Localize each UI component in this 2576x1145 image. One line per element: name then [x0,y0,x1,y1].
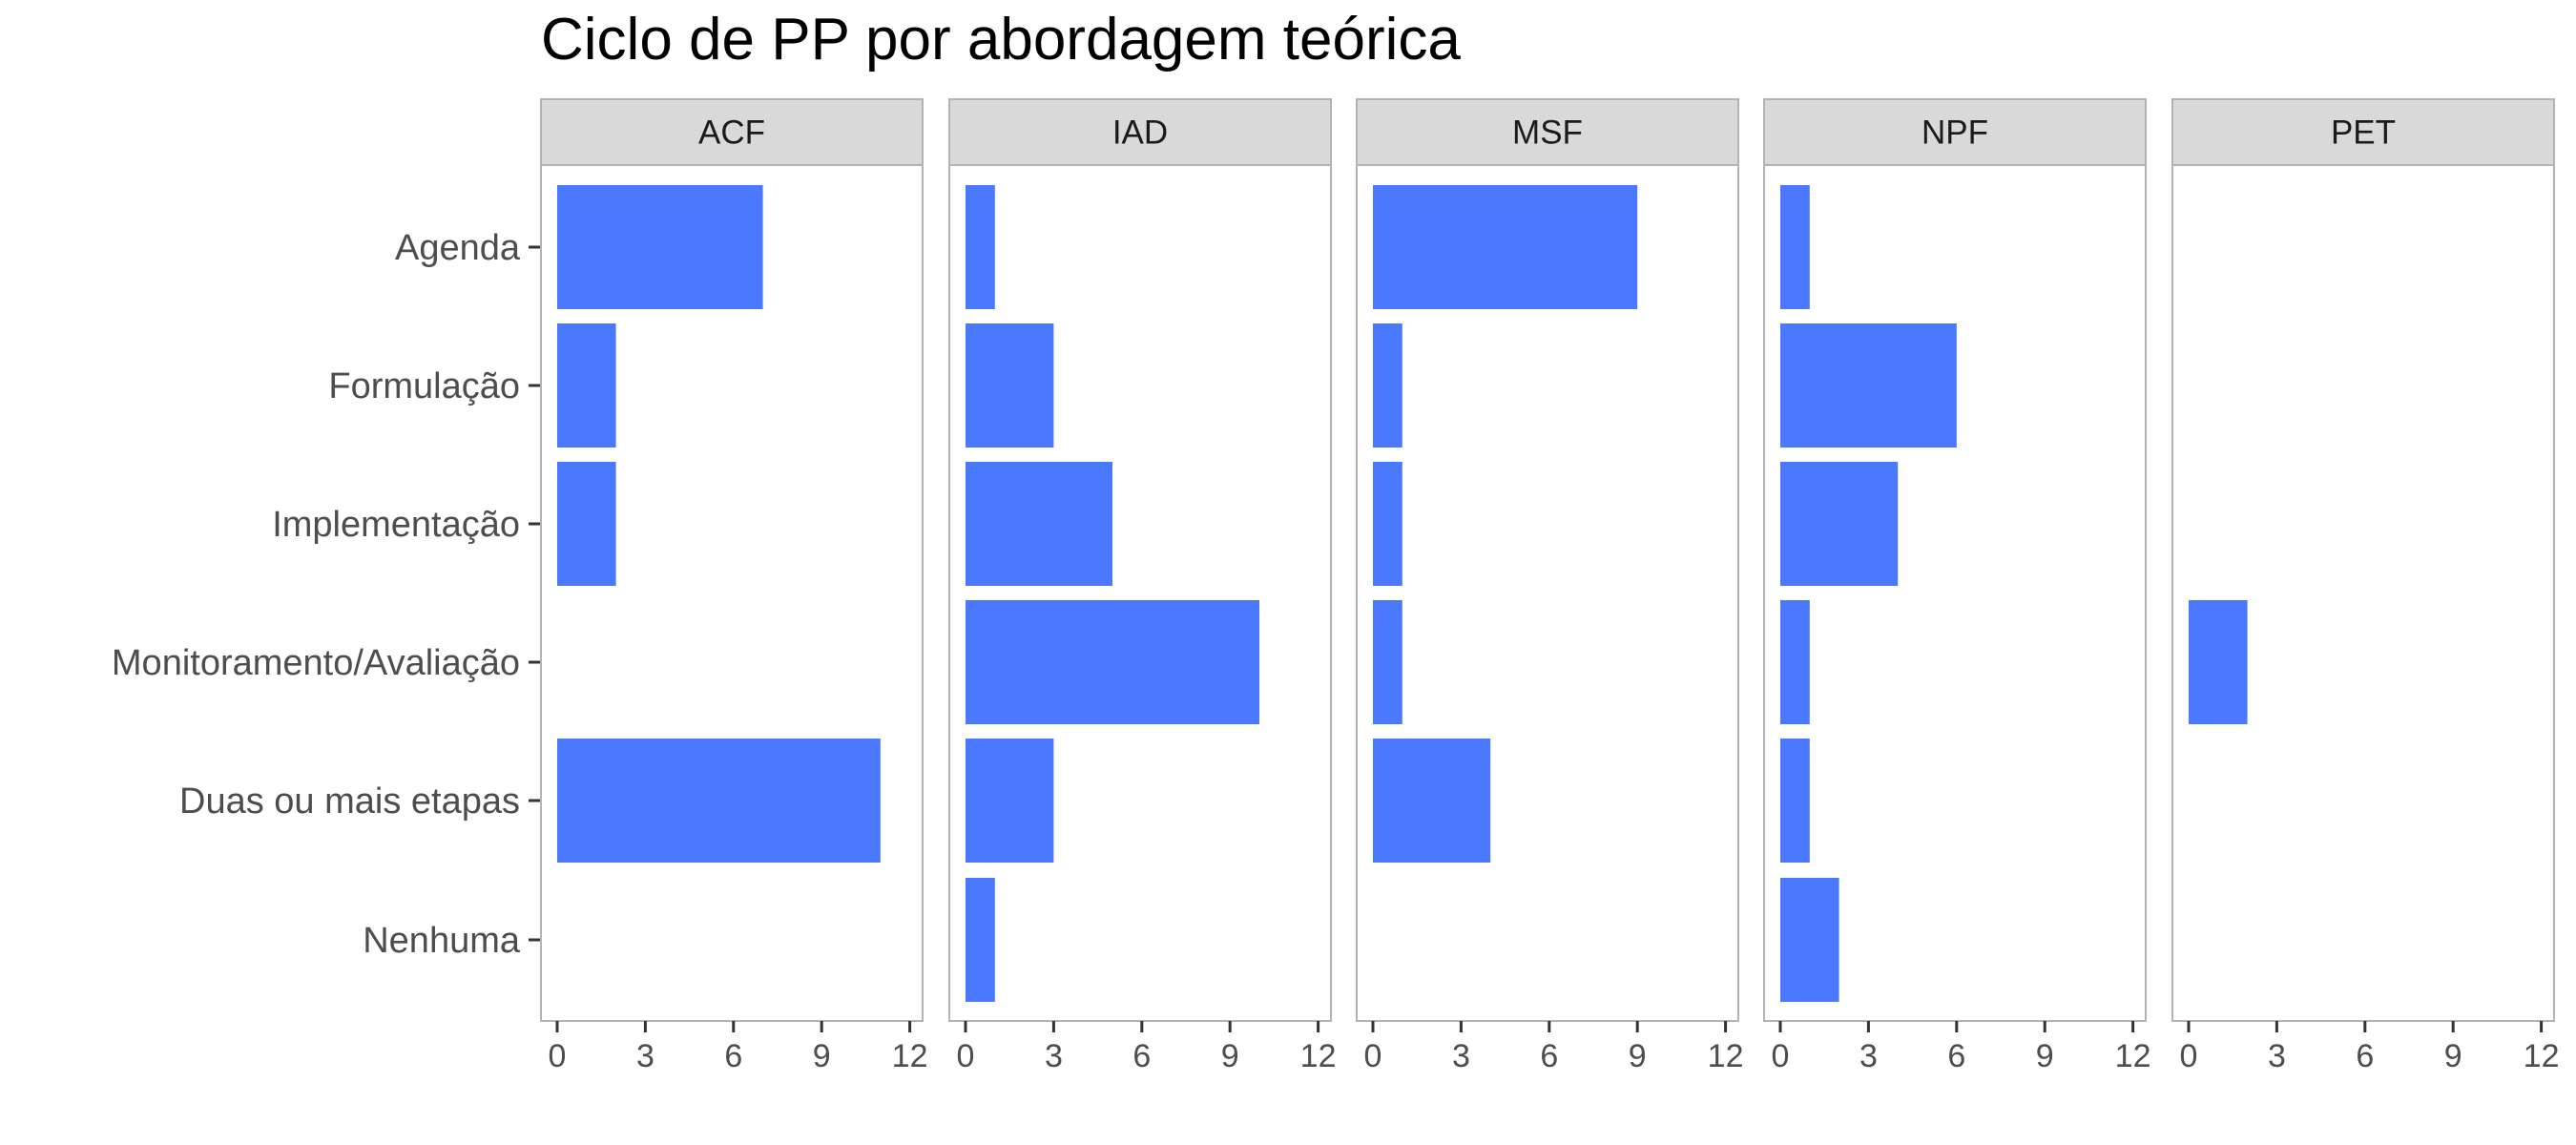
bar [557,739,881,863]
x-tick-label: 6 [2356,1038,2374,1074]
x-tick-label: 3 [1859,1038,1878,1074]
bar [1373,739,1491,863]
x-tick-label: 3 [1045,1038,1063,1074]
category-label: Duas ou mais etapas [179,781,520,822]
bar [1780,462,1899,586]
x-tick-label: 6 [724,1038,742,1074]
bar [966,739,1054,863]
bar [2189,600,2248,724]
bar [966,185,995,309]
facet-strip [948,98,1332,166]
x-tick-label: 3 [636,1038,654,1074]
bar [1780,739,1810,863]
bar [1780,185,1810,309]
bar [557,462,616,586]
x-tick-label: 3 [1452,1038,1470,1074]
x-tick-label: 12 [892,1038,928,1074]
x-tick-label: 0 [957,1038,975,1074]
facet-strip-label: PET [2331,114,2396,152]
facet-strip [2171,98,2555,166]
facet-strip-label: MSF [1512,114,1583,152]
facet-strip [540,98,924,166]
bar [1373,323,1402,448]
x-tick-label: 9 [2036,1038,2054,1074]
category-label: Formulação [328,366,520,406]
bar [1373,462,1402,586]
x-tick-label: 3 [2268,1038,2286,1074]
category-label: Monitoramento/Avaliação [112,643,520,683]
x-tick-label: 0 [1364,1038,1382,1074]
x-tick-label: 0 [549,1038,567,1074]
facet-panel [2171,164,2555,1022]
x-tick-label: 9 [813,1038,831,1074]
x-tick-label: 6 [1132,1038,1151,1074]
x-tick-label: 12 [1708,1038,1744,1074]
x-tick-label: 12 [1300,1038,1337,1074]
x-tick-label: 12 [2524,1038,2560,1074]
bar [966,878,995,1002]
bar [557,185,763,309]
bar [557,323,616,448]
bar [966,462,1112,586]
x-tick-label: 6 [1540,1038,1558,1074]
bar [1373,600,1402,724]
bar [1373,185,1638,309]
x-tick-label: 9 [1221,1038,1239,1074]
x-tick-label: 12 [2115,1038,2151,1074]
facet-strip [1356,98,1739,166]
x-tick-label: 6 [1947,1038,1965,1074]
x-tick-label: 0 [2180,1038,2198,1074]
x-tick-label: 0 [1772,1038,1790,1074]
category-label: Implementação [272,505,520,545]
facet-strip-label: NPF [1922,114,1988,152]
category-label: Nenhuma [363,921,521,961]
bar [966,323,1054,448]
bar [1780,323,1957,448]
bar [1780,600,1810,724]
bar [1780,878,1839,1002]
facet-panel [948,164,1332,1022]
facet-strip-label: ACF [698,114,765,152]
chart-title: Ciclo de PP por abordagem teórica [541,7,1461,73]
facet-strip [1763,98,2147,166]
bar [966,600,1259,724]
x-tick-label: 9 [1629,1038,1647,1074]
x-tick-label: 9 [2444,1038,2462,1074]
category-label: Agenda [395,228,521,268]
facet-strip-label: IAD [1112,114,1168,152]
